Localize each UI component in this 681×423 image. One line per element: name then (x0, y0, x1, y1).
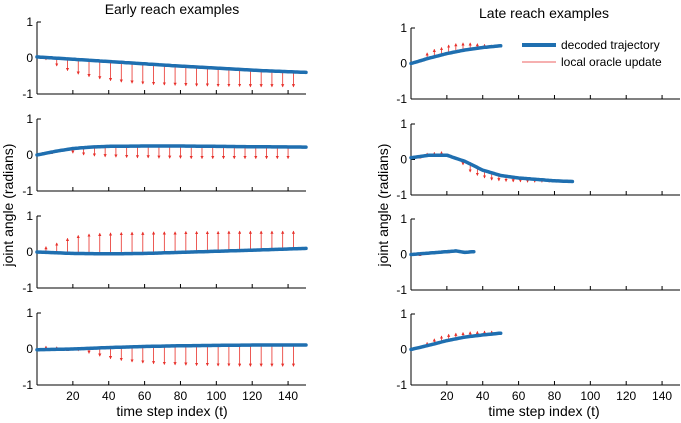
decoded-trajectory-line (409, 249, 476, 257)
y-tick-label: 1 (26, 112, 33, 126)
x-tick-label: 100 (580, 389, 600, 403)
late-xlabel: time step index (t) (488, 403, 599, 419)
early-xlabel: time step index (t) (116, 403, 227, 419)
x-tick-label: 20 (66, 389, 80, 403)
legend-oracle-label: local oracle update (561, 55, 662, 69)
x-tick-label: 140 (278, 389, 298, 403)
x-tick-label: 60 (512, 389, 526, 403)
y-tick-label: 0 (400, 343, 407, 357)
panel-right-1: -1 0 1 (396, 21, 680, 106)
decoded-trajectory-line (409, 331, 503, 352)
x-tick-label: 120 (616, 389, 636, 403)
late-title: Late reach examples (479, 5, 609, 21)
x-tick-label: 40 (476, 389, 490, 403)
y-tick-label: -1 (396, 378, 407, 392)
early-ylabel: joint angle (radians) (0, 144, 16, 268)
y-tick-label: 1 (400, 21, 407, 35)
decoded-trajectory-line (35, 343, 308, 352)
y-tick-label: -1 (22, 184, 33, 198)
x-tick-label: 120 (242, 389, 262, 403)
decoded-trajectory-line (409, 153, 575, 184)
panel-right-3: -1 0 1 (396, 212, 680, 297)
y-tick-label: 0 (26, 342, 33, 356)
y-tick-label: 1 (400, 212, 407, 226)
y-tick-label: 0 (400, 153, 407, 167)
y-tick-label: -1 (22, 87, 33, 101)
early-title: Early reach examples (105, 1, 240, 17)
y-tick-label: 0 (26, 51, 33, 65)
y-tick-label: 0 (400, 57, 407, 71)
y-tick-label: -1 (22, 281, 33, 295)
panel-right-2: -1 0 1 (396, 117, 680, 202)
x-tick-label: 100 (206, 389, 226, 403)
decoded-trajectory-line (409, 44, 503, 66)
panel-left-1: -1 0 1 (22, 15, 308, 101)
x-tick-label: 60 (138, 389, 152, 403)
y-tick-label: 1 (26, 209, 33, 223)
decoded-trajectory-line (35, 144, 308, 157)
legend-decoded-label: decoded trajectory (561, 38, 660, 52)
decoded-trajectory-line (35, 55, 308, 75)
y-tick-label: 1 (400, 307, 407, 321)
y-tick-label: 1 (400, 117, 407, 131)
x-tick-label: 20 (440, 389, 454, 403)
y-tick-label: 0 (26, 148, 33, 162)
y-tick-label: -1 (22, 378, 33, 392)
y-tick-label: 0 (400, 248, 407, 262)
x-tick-label: 140 (652, 389, 672, 403)
x-tick-label: 80 (548, 389, 562, 403)
decoded-trajectory-line (35, 246, 308, 256)
y-tick-label: -1 (396, 92, 407, 106)
x-tick-label: 80 (174, 389, 188, 403)
y-tick-label: -1 (396, 188, 407, 202)
y-tick-label: -1 (396, 283, 407, 297)
legend: decoded trajectory local oracle update (522, 38, 662, 69)
y-tick-label: 0 (26, 245, 33, 259)
late-ylabel: joint angle (radians) (375, 144, 391, 268)
y-tick-label: 1 (26, 306, 33, 320)
x-tick-label: 40 (102, 389, 116, 403)
y-tick-label: 1 (26, 15, 33, 29)
panel-left-3: -1 0 1 (22, 209, 308, 295)
panel-left-2: -1 0 1 (22, 112, 308, 198)
